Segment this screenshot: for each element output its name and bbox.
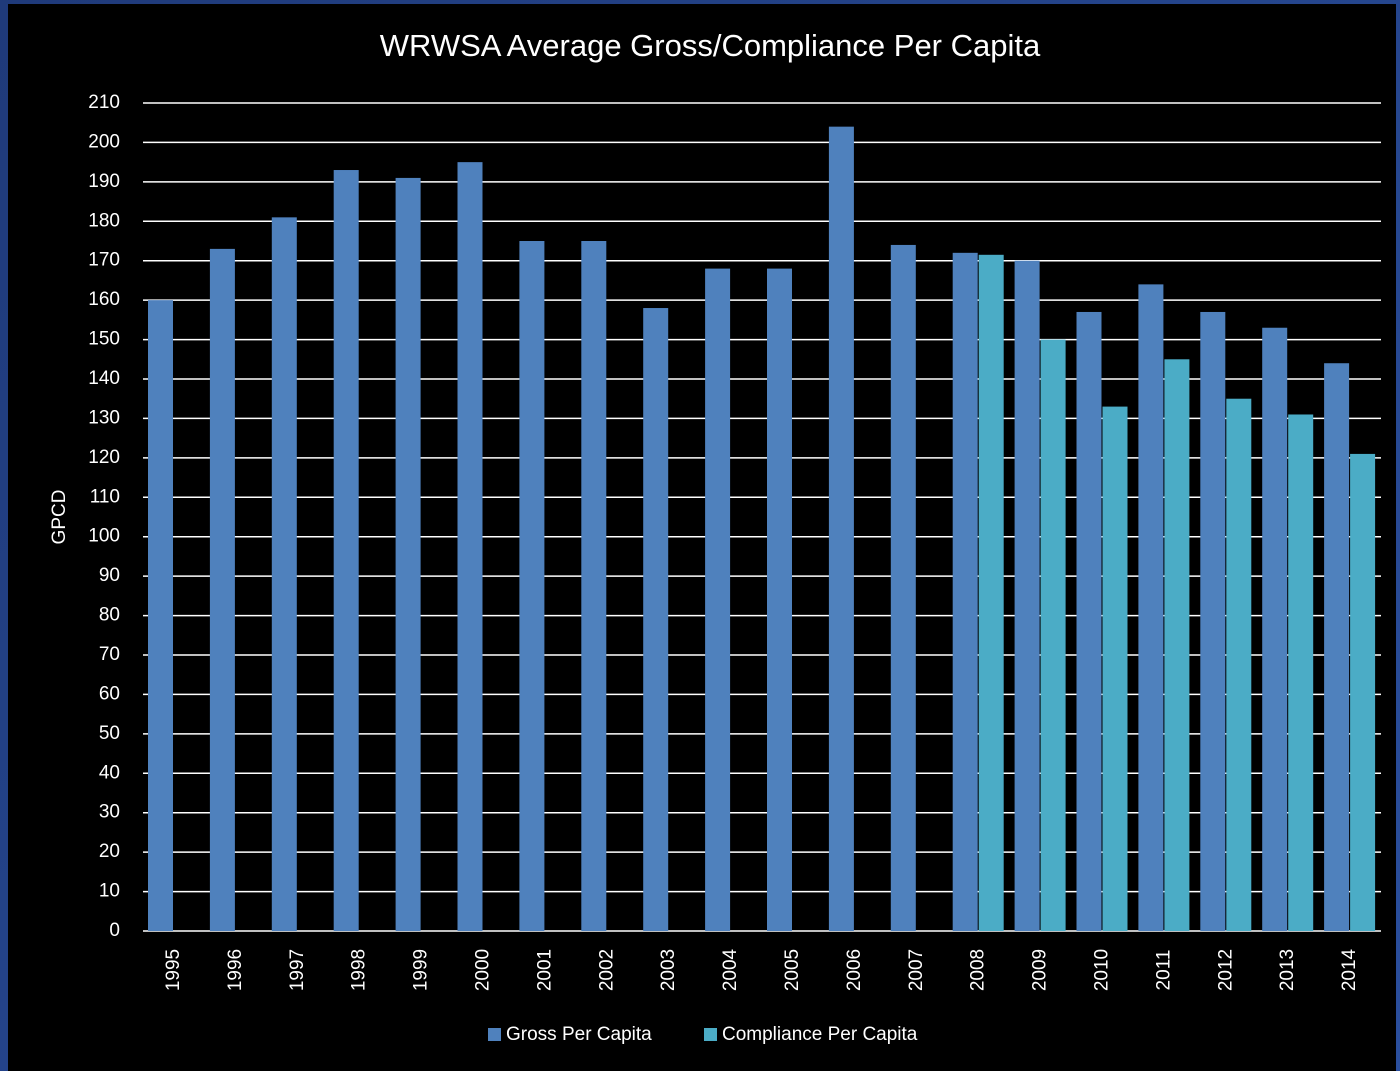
y-tick-label: 210 [88, 92, 120, 113]
x-tick-label: 2008 [968, 949, 989, 991]
bar [1288, 414, 1314, 931]
y-tick-label: 60 [99, 683, 120, 704]
legend-swatch [488, 1028, 501, 1041]
x-tick-label: 2014 [1339, 948, 1360, 991]
y-axis-label: GPCD [49, 490, 70, 545]
x-tick-label: 2002 [596, 949, 617, 991]
x-tick-label: 1998 [349, 949, 370, 991]
y-tick-label: 200 [88, 131, 120, 152]
chart-title: WRWSA Average Gross/Compliance Per Capit… [380, 28, 1041, 63]
bar [890, 244, 916, 931]
bar [1350, 453, 1376, 931]
x-tick-label: 2001 [534, 949, 555, 991]
bar [148, 300, 173, 932]
bar [581, 241, 607, 931]
bar [1138, 284, 1164, 931]
bar [209, 248, 235, 931]
bar [1200, 311, 1226, 931]
x-tick-label: 2012 [1215, 949, 1236, 991]
y-tick-label: 70 [99, 644, 120, 665]
bar [519, 241, 545, 931]
y-tick-label: 10 [99, 881, 120, 902]
bar [1324, 363, 1350, 931]
x-tick-label: 2000 [472, 949, 493, 991]
bar [1014, 260, 1040, 931]
y-tick-label: 40 [99, 762, 120, 783]
legend-label: Compliance Per Capita [722, 1024, 918, 1045]
bar [1076, 311, 1102, 931]
bar [767, 268, 792, 932]
x-tick-label: 2004 [720, 948, 741, 991]
x-tick-label: 2009 [1030, 949, 1051, 991]
y-tick-label: 0 [109, 920, 120, 941]
legend-label: Gross Per Capita [506, 1024, 652, 1045]
bar [395, 177, 421, 931]
x-tick-label: 1997 [287, 949, 308, 991]
bar [952, 252, 978, 932]
y-tick-label: 50 [99, 723, 120, 744]
y-tick-label: 20 [99, 841, 120, 862]
y-tick-label: 30 [99, 802, 120, 823]
y-tick-label: 150 [88, 329, 120, 350]
bar [643, 308, 669, 931]
y-tick-label: 180 [88, 210, 120, 231]
bar [978, 254, 1004, 932]
x-tick-label: 2007 [906, 949, 927, 991]
x-tick-label: 2006 [844, 949, 865, 991]
bar [828, 126, 854, 931]
bar [705, 268, 731, 932]
x-tick-label: 1999 [411, 949, 432, 991]
x-tick-label: 2003 [658, 949, 679, 991]
bar [271, 217, 297, 932]
x-tick-label: 2005 [782, 949, 803, 991]
bar [1262, 327, 1288, 931]
x-tick-label: 2010 [1091, 949, 1112, 991]
legend-swatch [704, 1028, 717, 1041]
y-tick-label: 100 [88, 526, 120, 547]
bar [1164, 359, 1190, 931]
bar [457, 162, 483, 932]
y-tick-label: 90 [99, 565, 120, 586]
y-tick-label: 120 [88, 447, 120, 468]
y-tick-label: 140 [88, 368, 120, 389]
x-tick-label: 2013 [1277, 949, 1298, 991]
y-tick-label: 110 [90, 486, 120, 507]
y-tick-label: 80 [99, 605, 120, 626]
y-tick-label: 130 [88, 407, 120, 428]
y-tick-label: 160 [88, 289, 120, 310]
bar [1040, 339, 1066, 932]
x-tick-label: 2011 [1153, 950, 1174, 991]
x-tick-label: 1995 [163, 949, 184, 991]
y-tick-label: 170 [88, 250, 120, 271]
bar [1226, 398, 1252, 931]
y-tick-label: 190 [88, 171, 120, 192]
x-tick-label: 1996 [225, 949, 246, 991]
bar [333, 170, 359, 931]
bar [1102, 406, 1128, 932]
